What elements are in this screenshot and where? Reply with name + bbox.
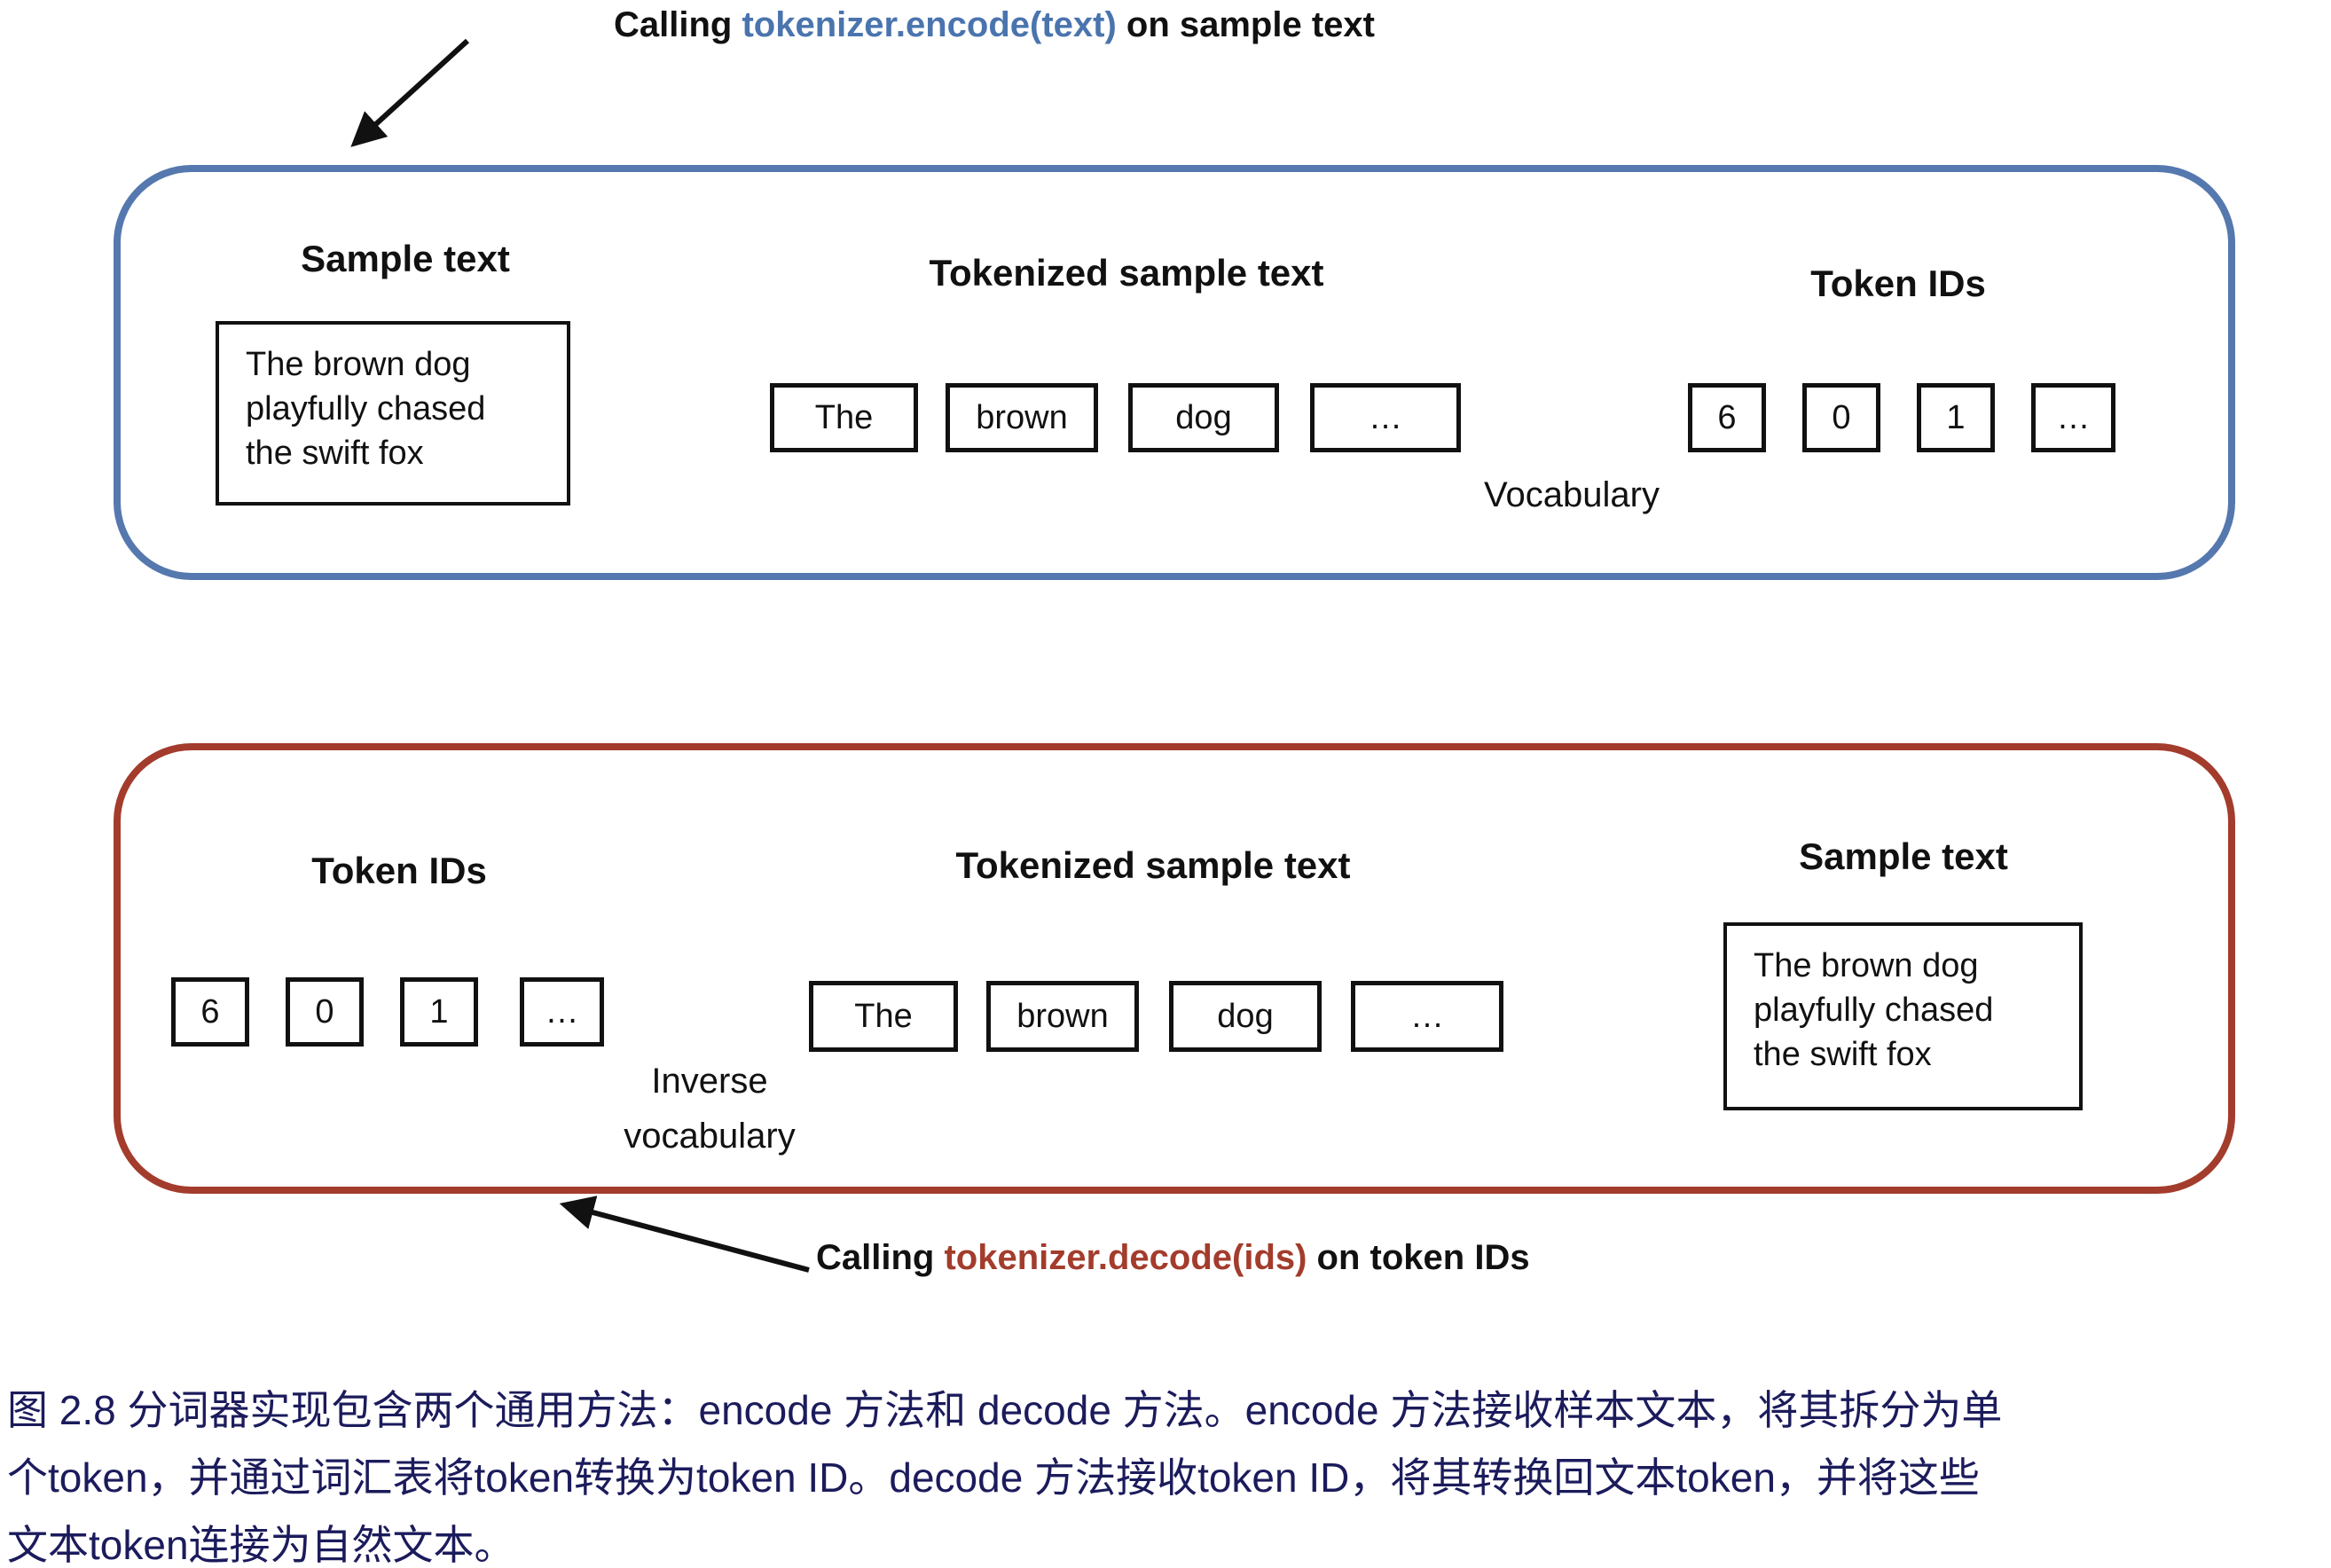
token-box: dog (1169, 981, 1322, 1052)
sample-line: playfully chased (1754, 992, 1994, 1030)
encode-method-code: tokenizer.encode(text) (742, 5, 1117, 44)
token-id-box-ellipsis: … (2031, 383, 2115, 452)
encode-annotation: Calling tokenizer.encode(text) on sample… (614, 5, 1375, 45)
sample-line: playfully chased (246, 390, 486, 428)
token-box-ellipsis: … (1310, 383, 1461, 452)
token-box: The (809, 981, 958, 1052)
token-id-box: 0 (1802, 383, 1880, 452)
decode-tokenized-header: Tokenized sample text (955, 844, 1351, 886)
decode-token-ids-header: Token IDs (311, 850, 487, 891)
encode-token-ids-header: Token IDs (1810, 263, 1986, 304)
token-id-box: 6 (1688, 383, 1766, 452)
caption-line-3: 文本token连接为自然文本。 (7, 1522, 515, 1568)
sample-line: the swift fox (246, 435, 424, 473)
inverse-vocabulary-label: Inverse vocabulary (577, 1054, 843, 1164)
caption-line-1: 图 2.8 分词器实现包含两个通用方法：encode 方法和 decode 方法… (7, 1387, 2003, 1433)
token-box: dog (1128, 383, 1279, 452)
encode-annotation-arrow (350, 38, 470, 147)
token-id-box: 1 (1917, 383, 1995, 452)
sample-line: The brown dog (1754, 947, 1979, 984)
figure-caption: 图 2.8 分词器实现包含两个通用方法：encode 方法和 decode 方法… (7, 1376, 2327, 1568)
decode-annotation-prefix: Calling (816, 1238, 945, 1277)
decode-sample-text-header: Sample text (1799, 835, 2008, 877)
encode-tokenized-header: Tokenized sample text (929, 252, 1324, 294)
inverse-vocabulary-line2: vocabulary (624, 1117, 796, 1156)
inverse-vocabulary-line1: Inverse (651, 1062, 768, 1101)
encode-sample-textbox: The brown dog playfully chased the swift… (216, 321, 570, 506)
token-id-box-ellipsis: … (520, 977, 604, 1047)
sample-line: The brown dog (246, 346, 471, 383)
vocabulary-label: Vocabulary (1484, 475, 1660, 514)
token-box: brown (946, 383, 1098, 452)
token-id-box: 0 (286, 977, 364, 1047)
decode-sample-textbox: The brown dog playfully chased the swift… (1723, 922, 2083, 1110)
token-box: The (770, 383, 918, 452)
decode-annotation-suffix: on token IDs (1307, 1238, 1530, 1277)
caption-line-2: 个token，并通过词汇表将token转换为token ID。decode 方法… (7, 1454, 1980, 1501)
token-box: brown (986, 981, 1139, 1052)
encode-annotation-suffix: on sample text (1116, 5, 1375, 44)
token-id-box: 6 (171, 977, 249, 1047)
decode-annotation-arrow (559, 1196, 810, 1273)
encode-sample-text-header: Sample text (301, 238, 510, 279)
token-box-ellipsis: … (1351, 981, 1503, 1052)
decode-annotation: Calling tokenizer.decode(ids) on token I… (816, 1238, 1530, 1278)
decode-method-code: tokenizer.decode(ids) (944, 1238, 1307, 1277)
sample-line: the swift fox (1754, 1036, 1932, 1074)
encode-annotation-prefix: Calling (614, 5, 742, 44)
token-id-box: 1 (400, 977, 478, 1047)
